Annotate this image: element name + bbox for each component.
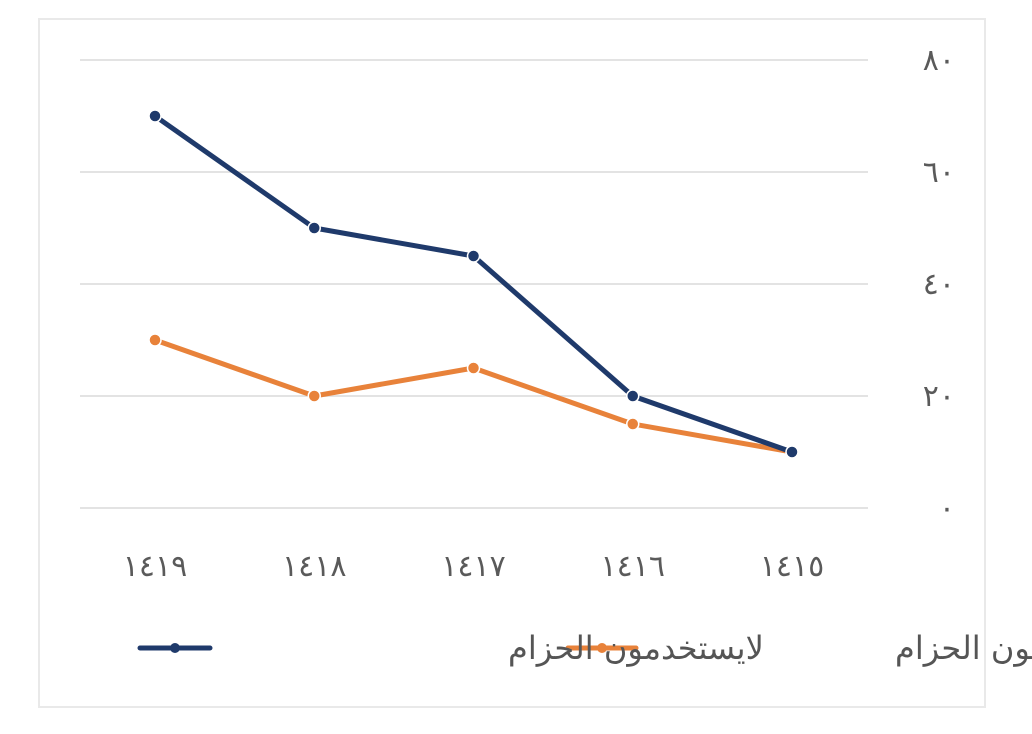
y-tick-label: ٦٠ [923, 155, 955, 190]
y-tick-label: ٨٠ [923, 43, 955, 78]
data-point [307, 389, 321, 403]
legend-label: لايستخدمون الحزام [508, 629, 764, 667]
data-point [148, 109, 162, 123]
chart-frame [38, 18, 986, 708]
x-tick-label: ١٤١٨ [282, 549, 346, 584]
data-point [148, 333, 162, 347]
series-lines [148, 109, 799, 459]
x-tick-label: ١٤١٥ [760, 549, 824, 584]
y-tick-label: ٢٠ [923, 379, 955, 414]
x-tick-label: ١٤١٩ [123, 549, 187, 584]
legend: يستخدمون الحزام لايستخدمون الحزام [137, 629, 1032, 667]
data-point [466, 249, 481, 263]
data-point [626, 417, 640, 431]
y-tick-label: ٠ [939, 491, 955, 526]
gridlines [80, 59, 868, 509]
data-point [307, 221, 321, 235]
data-point [785, 445, 799, 459]
legend-label: يستخدمون الحزام [895, 629, 1032, 667]
x-tick-label: ١٤١٦ [601, 549, 665, 584]
x-axis-ticks: ١٤١٩ ١٤١٨ ١٤١٧ ١٤١٦ ١٤١٥ [123, 549, 824, 584]
data-point [626, 389, 640, 403]
legend-marker [170, 643, 180, 653]
y-axis-ticks: ٠ ٢٠ ٤٠ ٦٠ ٨٠ [923, 43, 955, 526]
y-tick-label: ٤٠ [923, 267, 955, 302]
data-point [466, 361, 481, 375]
legend-marker [597, 643, 607, 653]
x-tick-label: ١٤١٧ [441, 549, 505, 584]
